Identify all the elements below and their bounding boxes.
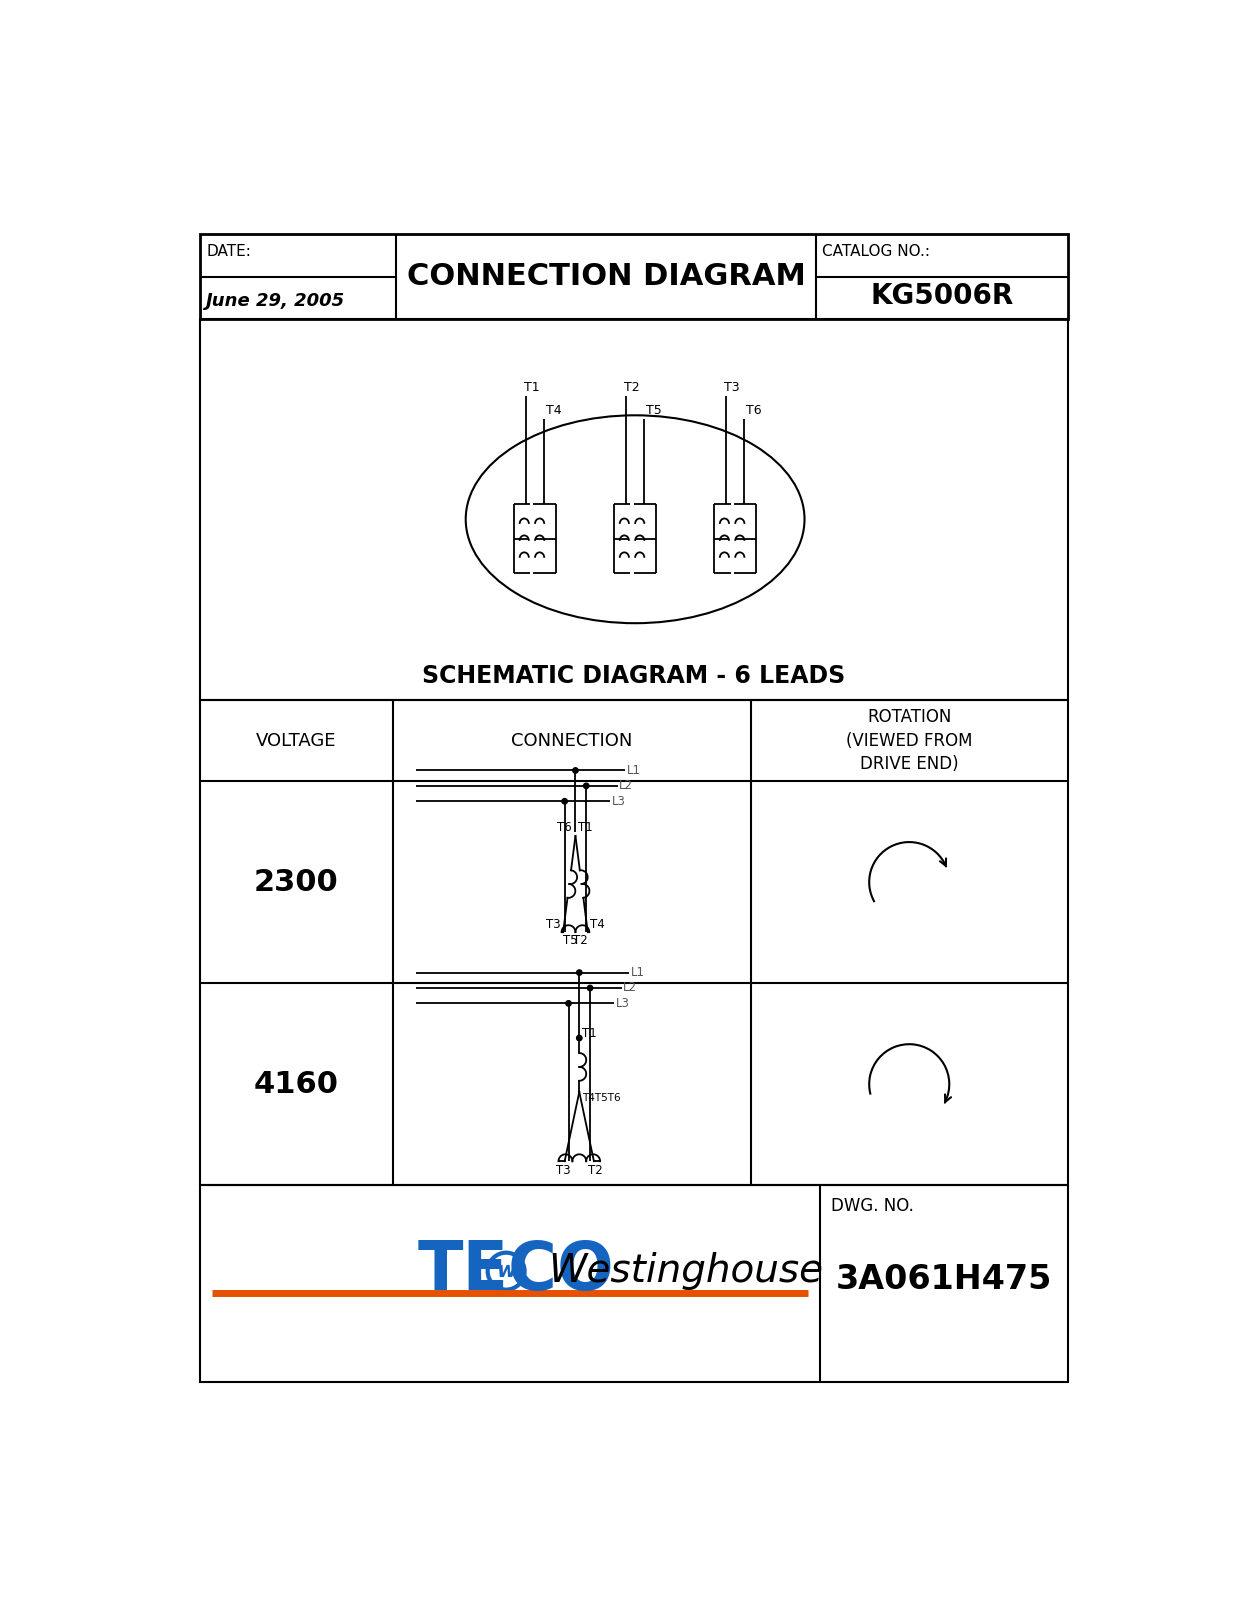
Text: T6: T6	[746, 403, 762, 418]
Text: L2: L2	[623, 981, 637, 995]
Circle shape	[573, 768, 578, 773]
Text: TECO: TECO	[418, 1238, 615, 1304]
Text: T4: T4	[546, 403, 562, 418]
Text: 3A061H475: 3A061H475	[836, 1262, 1053, 1296]
Text: T5: T5	[563, 934, 578, 947]
Circle shape	[565, 1000, 571, 1006]
Text: T2: T2	[573, 934, 588, 947]
Bar	[200, 234, 1068, 318]
Text: T2: T2	[588, 1163, 602, 1176]
Text: L3: L3	[611, 795, 626, 808]
Text: T3: T3	[547, 918, 560, 931]
Text: T3: T3	[555, 1163, 570, 1176]
Text: w: w	[496, 1261, 516, 1282]
Text: CONNECTION DIAGRAM: CONNECTION DIAGRAM	[407, 262, 805, 291]
Text: T2: T2	[625, 381, 640, 394]
Text: T1: T1	[581, 1027, 596, 1040]
Text: SCHEMATIC DIAGRAM - 6 LEADS: SCHEMATIC DIAGRAM - 6 LEADS	[422, 664, 846, 688]
Text: June 29, 2005: June 29, 2005	[207, 291, 345, 310]
Circle shape	[576, 970, 581, 976]
Text: CATALOG NO.:: CATALOG NO.:	[823, 243, 930, 259]
Text: T1: T1	[524, 381, 539, 394]
Bar	[200, 701, 1068, 1186]
Text: VOLTAGE: VOLTAGE	[256, 731, 336, 750]
Text: ROTATION
(VIEWED FROM
DRIVE END): ROTATION (VIEWED FROM DRIVE END)	[846, 709, 972, 773]
Text: DWG. NO.: DWG. NO.	[831, 1197, 914, 1214]
Text: 4160: 4160	[254, 1070, 339, 1099]
Text: KG5006R: KG5006R	[871, 282, 1013, 310]
Text: L3: L3	[616, 997, 630, 1010]
Text: T4T5T6: T4T5T6	[581, 1093, 620, 1104]
Circle shape	[584, 782, 589, 789]
Text: Westinghouse: Westinghouse	[548, 1253, 824, 1290]
Text: L1: L1	[627, 763, 641, 778]
Text: T1: T1	[578, 821, 593, 834]
Circle shape	[588, 986, 593, 990]
Text: T6: T6	[557, 821, 571, 834]
Circle shape	[562, 798, 568, 803]
Circle shape	[576, 1035, 581, 1040]
Text: T5: T5	[646, 403, 662, 418]
Bar	[200, 318, 1068, 701]
Text: CONNECTION: CONNECTION	[511, 731, 632, 750]
Text: T4: T4	[590, 918, 605, 931]
Text: L1: L1	[631, 966, 644, 979]
Text: L2: L2	[620, 779, 633, 792]
Bar	[200, 1186, 1068, 1382]
Text: 2300: 2300	[254, 867, 339, 896]
Text: DATE:: DATE:	[207, 243, 251, 259]
Text: T3: T3	[725, 381, 740, 394]
